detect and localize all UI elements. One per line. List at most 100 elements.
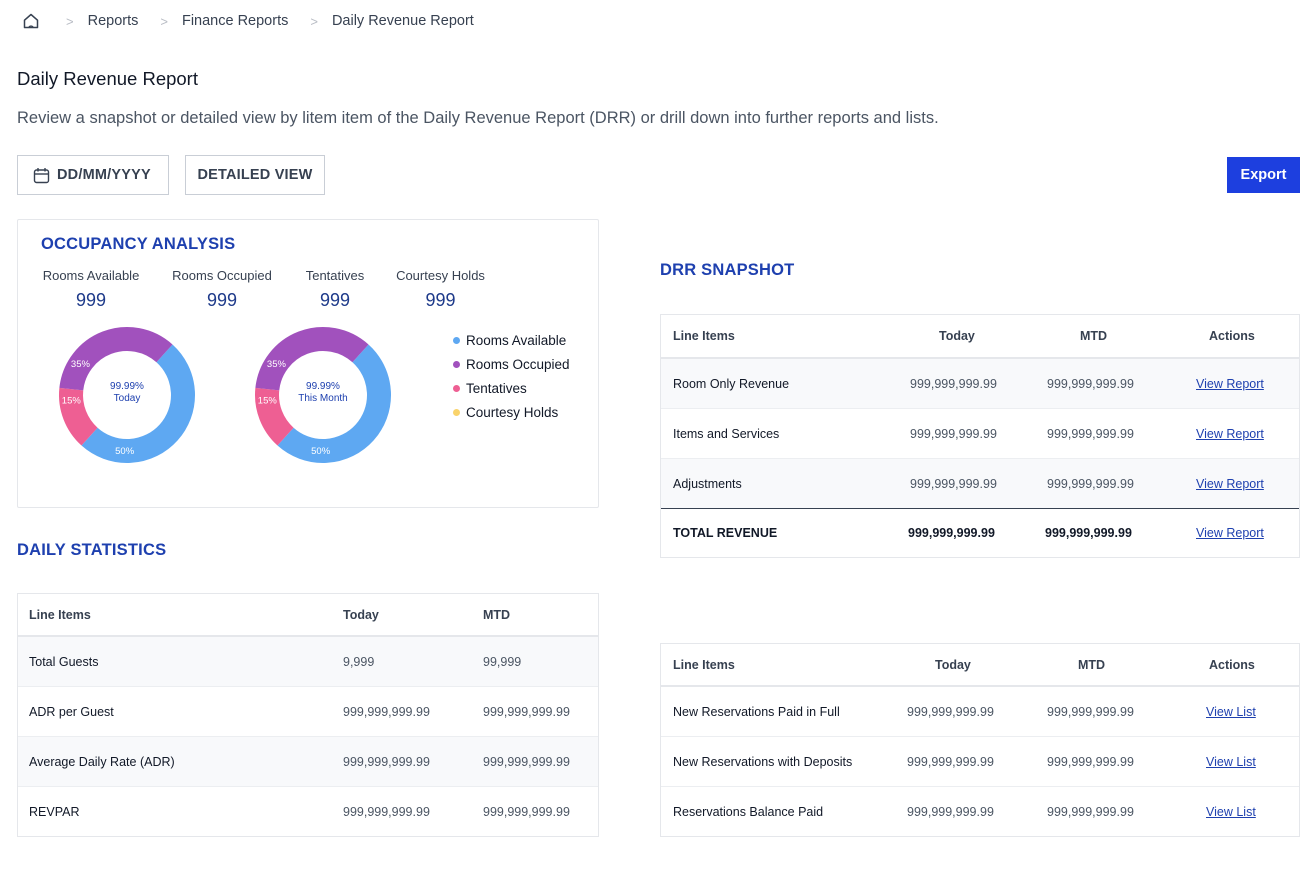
view-list-link[interactable]: View List: [1206, 804, 1256, 819]
column-header-today: Today: [935, 657, 971, 672]
donut-center-label: Today: [113, 393, 141, 404]
legend-label: Rooms Occupied: [466, 356, 570, 372]
date-picker-label: DD/MM/YYYY: [57, 167, 151, 183]
stat-rooms-available: Rooms Available 999: [41, 268, 141, 311]
column-header-actions: Actions: [1209, 657, 1255, 672]
donut-chart-today: 50% 15% 35% 99.99% Today: [56, 324, 198, 466]
legend-label: Courtesy Holds: [466, 404, 559, 420]
legend-dot: [453, 384, 460, 392]
legend-dot: [453, 336, 460, 344]
view-report-link[interactable]: View Report: [1196, 426, 1264, 441]
legend-item: Tentatives: [453, 376, 570, 400]
page-description: Review a snapshot or detailed view by li…: [17, 109, 939, 127]
segment-percent-label: 35%: [267, 359, 287, 370]
mtd-value: 999,999,999.99: [483, 804, 570, 819]
calendar-icon: [33, 167, 50, 184]
stat-label: Rooms Available: [42, 268, 140, 283]
stat-value: 999: [319, 290, 351, 310]
table-row: Total Guests 9,999 99,999: [18, 637, 598, 687]
segment-rooms-occupied: [255, 327, 369, 391]
segment-tentatives: [59, 387, 98, 446]
legend-item: Rooms Occupied: [453, 352, 570, 376]
stat-rooms-occupied: Rooms Occupied 999: [170, 268, 274, 311]
legend-dot: [453, 408, 460, 416]
stat-value: 999: [206, 290, 238, 310]
donut-chart-month: 50% 15% 35% 99.99% This Month: [252, 324, 394, 466]
table-row: Reservations Balance Paid 999,999,999.99…: [661, 787, 1299, 836]
view-report-link[interactable]: View Report: [1196, 376, 1264, 391]
table-header-row: Line Items Today MTD Actions: [661, 315, 1299, 359]
table-row: New Reservations with Deposits 999,999,9…: [661, 737, 1299, 787]
table-row: Room Only Revenue 999,999,999.99 999,999…: [661, 359, 1299, 409]
mtd-value: 999,999,999.99: [1047, 704, 1134, 719]
stat-value: 999: [75, 290, 107, 310]
view-report-link[interactable]: View Report: [1196, 476, 1264, 491]
view-list-link[interactable]: View List: [1206, 754, 1256, 769]
line-item-label: Total Guests: [29, 654, 99, 669]
today-value: 9,999: [343, 654, 375, 669]
table-row: New Reservations Paid in Full 999,999,99…: [661, 687, 1299, 737]
segment-percent-label: 15%: [258, 396, 278, 407]
column-header-line-items: Line Items: [673, 329, 735, 343]
line-item-label: Reservations Balance Paid: [673, 804, 824, 819]
legend-item: Rooms Available: [453, 328, 570, 352]
occupancy-analysis-title: OCCUPANCY ANALYSIS: [41, 235, 236, 253]
breadcrumb-finance-reports[interactable]: Finance Reports: [181, 13, 289, 29]
segment-rooms-occupied: [59, 327, 173, 391]
export-button[interactable]: Export: [1227, 157, 1300, 193]
mtd-value: 999,999,999.99: [1047, 476, 1134, 491]
column-header-actions: Actions: [1209, 329, 1255, 343]
column-header-mtd: MTD: [1080, 329, 1108, 343]
segment-percent-label: 50%: [115, 446, 135, 457]
segment-percent-label: 50%: [311, 446, 331, 457]
today-value: 999,999,999.99: [910, 376, 997, 391]
date-picker-button[interactable]: DD/MM/YYYY: [17, 155, 169, 195]
table-row: Items and Services 999,999,999.99 999,99…: [661, 409, 1299, 459]
table-row: REVPAR 999,999,999.99 999,999,999.99: [18, 787, 598, 836]
legend-label: Tentatives: [466, 380, 527, 396]
detailed-view-button[interactable]: DETAILED VIEW: [185, 155, 325, 195]
line-item-label: REVPAR: [29, 804, 80, 819]
mtd-value: 999,999,999.99: [483, 704, 570, 719]
donut-center-month: 99.99% This Month: [252, 381, 394, 405]
table-total-row: TOTAL REVENUE 999,999,999.99 999,999,999…: [661, 509, 1299, 557]
today-value: 999,999,999.99: [343, 704, 430, 719]
chevron-right-icon: >: [310, 13, 318, 29]
segment-tentatives: [255, 387, 294, 446]
reservations-table: Line Items Today MTD Actions New Reserva…: [660, 643, 1300, 837]
table-row: Adjustments 999,999,999.99 999,999,999.9…: [661, 459, 1299, 509]
legend-item: Courtesy Holds: [453, 400, 570, 424]
stat-label: Tentatives: [305, 268, 365, 283]
breadcrumb-reports[interactable]: Reports: [87, 13, 139, 29]
home-icon[interactable]: [21, 11, 41, 31]
segment-percent-label: 35%: [71, 359, 91, 370]
today-value: 999,999,999.99: [343, 754, 430, 769]
column-header-today: Today: [939, 329, 975, 343]
segment-rooms-available: [277, 344, 391, 463]
today-value: 999,999,999.99: [907, 754, 994, 769]
stat-label: Courtesy Holds: [396, 268, 485, 283]
today-value: 999,999,999.99: [910, 476, 997, 491]
column-header-line-items: Line Items: [29, 607, 91, 622]
occupancy-legend: Rooms Available Rooms Occupied Tentative…: [453, 328, 570, 424]
line-item-label: Average Daily Rate (ADR): [29, 754, 175, 769]
mtd-value: 999,999,999.99: [1047, 754, 1134, 769]
mtd-value: 999,999,999.99: [1047, 426, 1134, 441]
legend-label: Rooms Available: [466, 332, 567, 348]
chevron-right-icon: >: [66, 13, 74, 29]
line-item-label: Adjustments: [673, 476, 742, 491]
view-list-link[interactable]: View List: [1206, 704, 1256, 719]
table-header-row: Line Items Today MTD Actions: [661, 644, 1299, 687]
total-today-value: 999,999,999.99: [908, 526, 995, 540]
column-header-mtd: MTD: [1078, 657, 1106, 672]
today-value: 999,999,999.99: [907, 804, 994, 819]
donut-center-label: This Month: [298, 393, 348, 404]
view-report-link[interactable]: View Report: [1196, 526, 1264, 540]
mtd-value: 999,999,999.99: [1047, 804, 1134, 819]
mtd-value: 999,999,999.99: [483, 754, 570, 769]
chevron-right-icon: >: [160, 13, 168, 29]
page-title: Daily Revenue Report: [17, 68, 198, 89]
mtd-value: 999,999,999.99: [1047, 376, 1134, 391]
stat-courtesy-holds: Courtesy Holds 999: [393, 268, 488, 311]
line-item-label: ADR per Guest: [29, 704, 114, 719]
